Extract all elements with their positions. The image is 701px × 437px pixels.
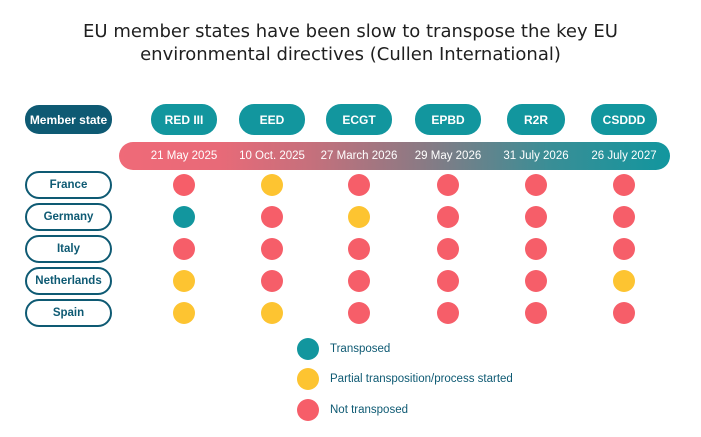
title-line-2: environmental directives (Cullen Interna… — [140, 44, 561, 65]
directive-eed: EED — [239, 104, 305, 135]
status-dot-spain-eed — [261, 302, 283, 324]
deadline-r2r: 31 July 2026 — [503, 150, 569, 162]
deadline-eed: 10 Oct. 2025 — [239, 150, 305, 162]
status-dot-italy-eed — [261, 238, 283, 260]
deadline-band — [119, 142, 670, 170]
directive-csddd: CSDDD — [591, 104, 657, 135]
member-state-header: Member state — [25, 105, 112, 134]
deadline-epbd: 29 May 2026 — [414, 150, 482, 162]
status-dot-germany-eed — [261, 206, 283, 228]
country-italy: Italy — [25, 235, 112, 263]
status-dot-germany-ecgt — [348, 206, 370, 228]
status-dot-spain-r2r — [525, 302, 547, 324]
status-dot-france-r2r — [525, 174, 547, 196]
directive-ecgt: ECGT — [326, 104, 392, 135]
status-dot-spain-ecgt — [348, 302, 370, 324]
status-dot-france-epbd — [437, 174, 459, 196]
status-dot-italy-csddd — [613, 238, 635, 260]
status-dot-germany-epbd — [437, 206, 459, 228]
title-line-1: EU member states have been slow to trans… — [83, 21, 618, 42]
legend-label-partial: Partial transposition/process started — [330, 373, 513, 385]
legend-dot-partial — [297, 368, 319, 390]
status-dot-netherlands-ecgt — [348, 270, 370, 292]
directive-epbd: EPBD — [415, 104, 481, 135]
status-dot-netherlands-epbd — [437, 270, 459, 292]
directive-r2r: R2R — [507, 104, 565, 135]
status-dot-netherlands-csddd — [613, 270, 635, 292]
status-dot-france-eed — [261, 174, 283, 196]
status-dot-france-csddd — [613, 174, 635, 196]
deadline-csddd: 26 July 2027 — [591, 150, 657, 162]
status-dot-france-red-iii — [173, 174, 195, 196]
directive-red-iii: RED III — [151, 104, 217, 135]
country-france: France — [25, 171, 112, 199]
status-dot-germany-csddd — [613, 206, 635, 228]
legend-label-not: Not transposed — [330, 404, 408, 416]
status-dot-spain-red-iii — [173, 302, 195, 324]
country-germany: Germany — [25, 203, 112, 231]
status-dot-italy-epbd — [437, 238, 459, 260]
legend-label-transposed: Transposed — [330, 343, 391, 355]
deadline-red-iii: 21 May 2025 — [150, 150, 218, 162]
status-dot-netherlands-eed — [261, 270, 283, 292]
status-dot-italy-ecgt — [348, 238, 370, 260]
legend-dot-transposed — [297, 338, 319, 360]
status-dot-france-ecgt — [348, 174, 370, 196]
status-dot-germany-r2r — [525, 206, 547, 228]
status-dot-spain-csddd — [613, 302, 635, 324]
status-dot-italy-r2r — [525, 238, 547, 260]
legend-dot-not — [297, 399, 319, 421]
status-dot-netherlands-r2r — [525, 270, 547, 292]
country-netherlands: Netherlands — [25, 267, 112, 295]
country-spain: Spain — [25, 299, 112, 327]
status-dot-italy-red-iii — [173, 238, 195, 260]
status-dot-spain-epbd — [437, 302, 459, 324]
status-dot-germany-red-iii — [173, 206, 195, 228]
deadline-ecgt: 27 March 2026 — [320, 150, 398, 162]
status-dot-netherlands-red-iii — [173, 270, 195, 292]
page-title: EU member states have been slow to trans… — [0, 20, 701, 66]
